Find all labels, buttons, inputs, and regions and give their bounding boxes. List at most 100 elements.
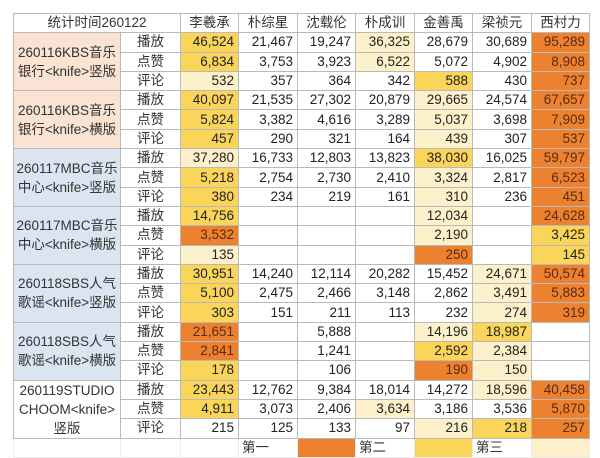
- video-group-label: 260119STUDIO CHOOM<knife>竖版: [13, 379, 121, 439]
- metric-label: 播放: [120, 90, 181, 111]
- value-cell: [472, 205, 532, 227]
- legend-row: 第一 第二 第三: [13, 437, 590, 458]
- metric-label: 评论: [120, 70, 181, 92]
- legend-third-swatch: [531, 437, 590, 458]
- value-cell: 4,616: [297, 109, 356, 130]
- value-cell: 588: [414, 70, 473, 92]
- value-cell: [355, 205, 415, 227]
- video-group-label: 260117MBC音乐中心<knife>竖版: [13, 148, 121, 207]
- value-cell: [238, 360, 298, 381]
- value-cell: 3,382: [238, 109, 298, 130]
- member-header: 西村力: [531, 12, 590, 34]
- value-cell: [238, 341, 298, 362]
- value-cell: 211: [297, 302, 356, 323]
- value-cell: 16,025: [472, 148, 532, 169]
- value-cell: 2,862: [414, 283, 473, 304]
- legend-second-swatch: [414, 437, 473, 458]
- table-row: 260118SBS人气歌谣<knife>横版 播放 21,651 5,888 14,19…: [13, 321, 590, 381]
- value-cell: 14,272: [414, 379, 473, 400]
- value-cell: 7,909: [531, 109, 590, 130]
- metric-label: 播放: [120, 263, 181, 285]
- value-cell: 430: [472, 70, 532, 92]
- value-cell: 27,302: [297, 90, 356, 111]
- value-cell: 219: [297, 186, 356, 207]
- video-group-label: 260116KBS音乐银行<knife>横版: [13, 90, 121, 150]
- metric-label: 播放: [120, 148, 181, 169]
- value-cell: 3,532: [180, 225, 239, 246]
- video-group-label: 260117MBC音乐中心<knife>横版: [13, 205, 121, 265]
- legend-empty-cell: [13, 437, 121, 458]
- value-cell: 5,037: [414, 109, 473, 130]
- value-cell: 236: [472, 186, 532, 207]
- table-row: 260119STUDIO CHOOM<knife>竖版 播放 23,443 12,76…: [13, 379, 590, 439]
- table-row: 点赞 5,218 2,754 2,730 2,410 3,324 2,817 6,523: [14, 167, 590, 188]
- value-cell: 290: [238, 128, 298, 150]
- value-cell: 113: [355, 302, 415, 323]
- value-cell: 46,524: [180, 32, 239, 53]
- value-cell: 21,467: [238, 32, 298, 53]
- legend-third-label: 第三: [472, 437, 532, 458]
- value-cell: 2,410: [355, 167, 415, 188]
- value-cell: 532: [180, 70, 239, 92]
- value-cell: 319: [531, 302, 590, 323]
- value-cell: 2,754: [238, 167, 298, 188]
- value-cell: 274: [472, 302, 532, 323]
- legend-second-label: 第二: [355, 437, 415, 458]
- value-cell: 18,987: [472, 321, 532, 343]
- metric-label: 评论: [120, 360, 181, 381]
- table-row: 260116KBS音乐银行<knife>竖版 播放 46,524 21,467 19,2…: [13, 32, 590, 92]
- value-cell: 2,466: [297, 283, 356, 304]
- value-cell: 215: [180, 418, 239, 439]
- value-cell: 178: [180, 360, 239, 381]
- table-row: 评论 303 151 211 113 232 274 319: [14, 302, 590, 323]
- value-cell: 19,247: [297, 32, 356, 53]
- metric-label: 点赞: [120, 341, 181, 362]
- value-cell: 5,824: [180, 109, 239, 130]
- value-cell: 3,923: [297, 51, 356, 72]
- table-row: 260118SBS人气歌谣<knife>竖版 播放 30,951 14,240 12,1…: [13, 263, 590, 323]
- legend-empty-cell: [180, 437, 239, 458]
- metric-label: 点赞: [120, 109, 181, 130]
- value-cell: 1,241: [297, 341, 356, 362]
- metric-label: 播放: [120, 205, 181, 227]
- value-cell: 457: [180, 128, 239, 150]
- value-cell: 8,908: [531, 51, 590, 72]
- metric-label: 评论: [120, 302, 181, 323]
- value-cell: 28,679: [414, 32, 473, 53]
- table-row: 260117MBC音乐中心<knife>竖版 播放 37,280 16,733 12,8…: [13, 148, 590, 207]
- metric-label: 点赞: [120, 398, 181, 420]
- value-cell: 16,733: [238, 148, 298, 169]
- value-cell: [238, 321, 298, 343]
- value-cell: 21,651: [180, 321, 239, 343]
- member-header: 朴成训: [355, 12, 415, 34]
- value-cell: 5,100: [180, 283, 239, 304]
- value-cell: 145: [531, 244, 590, 265]
- value-cell: 307: [472, 128, 532, 150]
- value-cell: 125: [238, 418, 298, 439]
- value-cell: [238, 205, 298, 227]
- value-cell: 4,911: [180, 398, 239, 420]
- value-cell: 24,574: [472, 90, 532, 111]
- value-cell: 5,870: [531, 398, 590, 420]
- value-cell: 3,536: [472, 398, 532, 420]
- value-cell: 135: [180, 244, 239, 265]
- value-cell: 12,762: [238, 379, 298, 400]
- value-cell: 2,592: [414, 341, 473, 362]
- value-cell: 451: [531, 186, 590, 207]
- table-row: 评论 380 234 219 161 310 236 451: [14, 186, 590, 207]
- value-cell: [297, 225, 356, 246]
- value-cell: 737: [531, 70, 590, 92]
- value-cell: [531, 341, 590, 362]
- value-cell: [238, 225, 298, 246]
- value-cell: 30,689: [472, 32, 532, 53]
- legend-first-swatch: [297, 437, 356, 458]
- value-cell: 190: [414, 360, 473, 381]
- value-cell: 6,523: [531, 167, 590, 188]
- value-cell: [355, 321, 415, 343]
- value-cell: 12,034: [414, 205, 473, 227]
- value-cell: 380: [180, 186, 239, 207]
- value-cell: 303: [180, 302, 239, 323]
- metric-label: 评论: [120, 244, 181, 265]
- value-cell: 13,823: [355, 148, 415, 169]
- value-cell: 14,240: [238, 263, 298, 285]
